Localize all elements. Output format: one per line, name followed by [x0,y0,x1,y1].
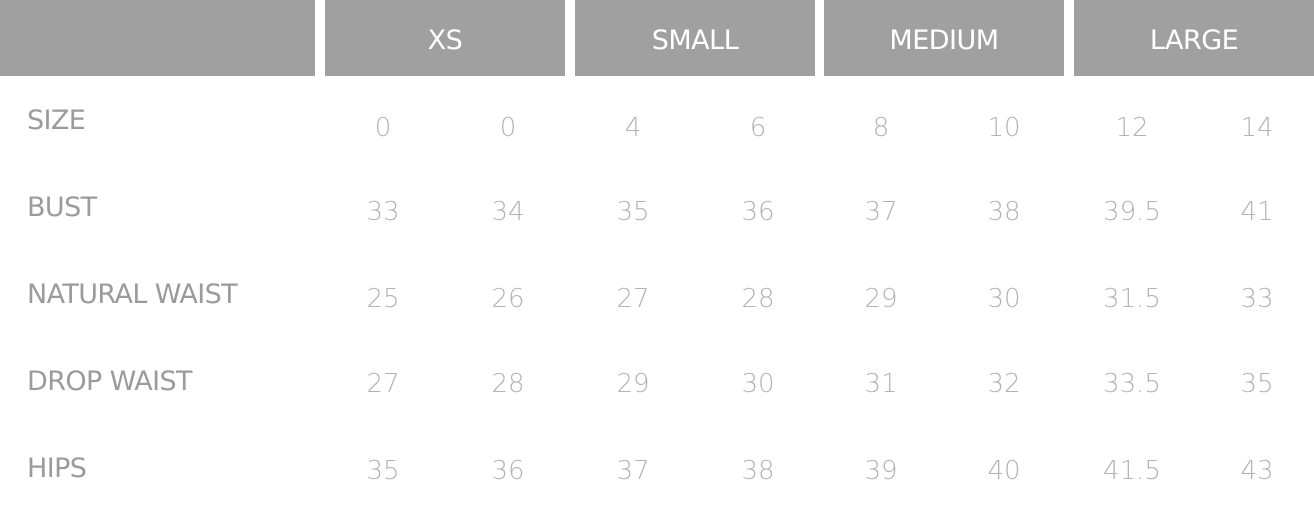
table-cell: 35 [1240,369,1274,399]
table-cell: 28 [491,369,525,399]
header-medium: MEDIUM [824,0,1064,76]
table-cell: 30 [987,284,1021,314]
table-cell: 37 [616,456,650,486]
table-cell: 31 [864,369,898,399]
table-cell: 43 [1240,456,1274,486]
row-label-hips: HIPS [27,453,87,484]
table-cell: 33.5 [1103,369,1161,399]
table-cell: 8 [872,113,890,143]
table-cell: 25 [366,284,400,314]
table-cell: 39 [864,456,898,486]
table-cell: 27 [366,369,400,399]
table-cell: 32 [987,369,1021,399]
table-cell: 4 [624,113,642,143]
table-cell: 12 [1115,113,1149,143]
row-label-drop-waist: DROP WAIST [27,366,193,397]
table-cell: 41 [1240,197,1274,227]
table-cell: 34 [491,197,525,227]
table-cell: 31.5 [1103,284,1161,314]
table-cell: 14 [1240,113,1274,143]
row-label-size: SIZE [27,105,86,136]
table-cell: 0 [374,113,392,143]
table-cell: 36 [741,197,775,227]
table-cell: 40 [987,456,1021,486]
table-cell: 41.5 [1103,456,1161,486]
table-cell: 37 [864,197,898,227]
table-cell: 26 [491,284,525,314]
table-cell: 33 [366,197,400,227]
table-cell: 36 [491,456,525,486]
table-cell: 38 [741,456,775,486]
header-small: SMALL [575,0,815,76]
table-cell: 29 [616,369,650,399]
header-xs: XS [325,0,565,76]
header-large: LARGE [1074,0,1314,76]
table-cell: 27 [616,284,650,314]
table-cell: 39.5 [1103,197,1161,227]
table-cell: 30 [741,369,775,399]
table-cell: 29 [864,284,898,314]
table-cell: 38 [987,197,1021,227]
table-cell: 35 [616,197,650,227]
table-cell: 6 [749,113,767,143]
table-cell: 35 [366,456,400,486]
header-blank-cell [0,0,315,76]
row-label-natural-waist: NATURAL WAIST [27,279,238,310]
row-label-bust: BUST [27,192,97,223]
table-cell: 28 [741,284,775,314]
table-cell: 33 [1240,284,1274,314]
table-cell: 0 [499,113,517,143]
table-cell: 10 [987,113,1021,143]
